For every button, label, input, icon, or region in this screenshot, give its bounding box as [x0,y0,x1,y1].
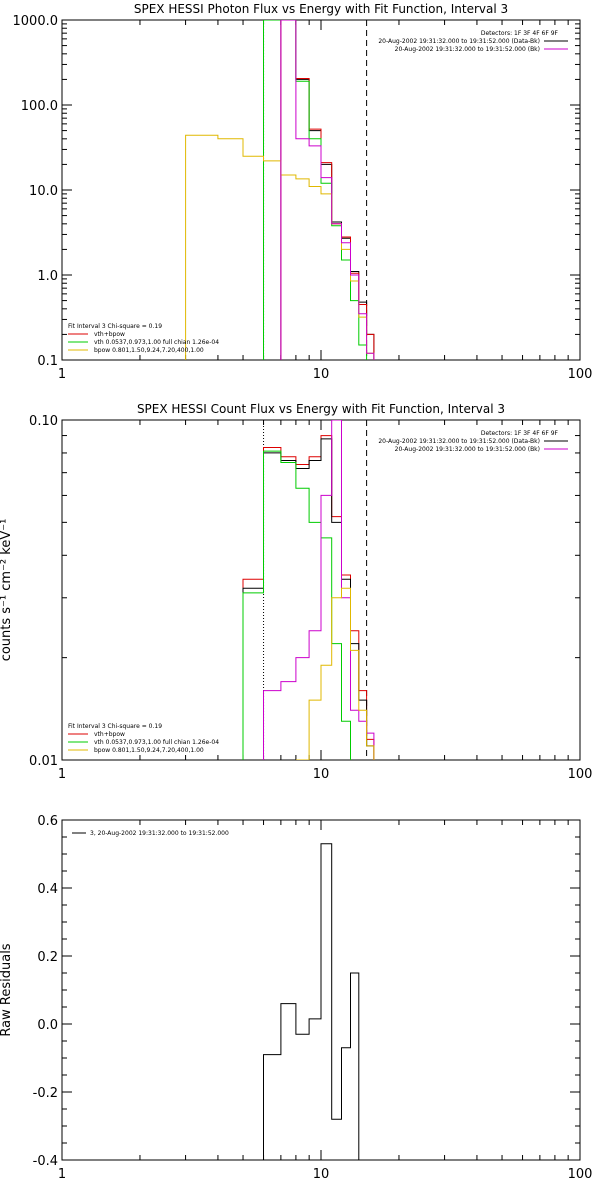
x-tick-label: 1 [58,767,66,782]
series-bpow-line [295,587,375,760]
y-tick-label: -0.2 [33,1086,58,1101]
y-tick-label: -0.4 [33,1154,58,1169]
chart-panel-2: SPEX HESSI Count Flux vs Energy with Fit… [0,402,592,782]
series-bpow-line [185,134,375,360]
series-vth-line [242,450,351,760]
bk-interval-label: 20-Aug-2002 19:31:32.000 to 19:31:52.000… [395,46,540,53]
series-model-line [242,435,375,760]
detectors-label: Detectors: 1F 3F 4F 6F 9F [481,430,559,437]
y-tick-label: 0.1 [37,354,58,369]
x-tick-label: 1 [58,367,66,382]
x-tick-label: 1 [58,1167,66,1182]
y-tick-label: 0.10 [29,414,58,429]
fit-interval-label: Fit Interval 3 Chi-square = 0.19 [68,723,162,730]
legend-entry: vth 0.0537,0.973,1.00 full chian 1.26e-0… [94,339,219,346]
series-data-line [263,843,360,1160]
y-tick-label: 0.0 [37,1018,58,1033]
y-tick-label: 10.0 [29,184,58,199]
x-tick-label: 10 [313,367,330,382]
chart-title: SPEX HESSI Photon Flux vs Energy with Fi… [134,2,508,16]
bk-interval-label: 20-Aug-2002 19:31:32.000 to 19:31:52.000… [395,446,540,453]
series-model-line [280,20,375,360]
legend-entry: vth+bpow [94,731,125,738]
plot-data [263,843,360,1160]
x-tick-label: 100 [568,767,593,782]
x-tick-label: 10 [313,1167,330,1182]
fit-interval-label: Fit Interval 3 Chi-square = 0.19 [68,323,162,330]
legend-entry: vth+bpow [94,331,125,338]
y-tick-label: 0.2 [37,950,58,965]
legend-entry: vth 0.0537,0.973,1.00 full chian 1.26e-0… [94,739,219,746]
data-interval-label: 20-Aug-2002 19:31:32.000 to 19:31:52.000… [378,38,540,45]
x-tick-label: 100 [568,367,593,382]
x-tick-label: 100 [568,1167,593,1182]
x-tick-label: 10 [313,767,330,782]
plot-data [242,420,375,760]
legend-entry: bpow 0.801,1.50,9.24,7.20,400,1.00 [94,747,204,754]
y-axis-label: counts s⁻¹ cm⁻² keV⁻¹ [0,519,14,662]
y-tick-label: 0.6 [37,814,58,829]
y-tick-label: 0.01 [29,754,58,769]
y-tick-label: 1000.0 [13,14,59,29]
series-data-line [280,20,375,360]
legend-entry: 3, 20-Aug-2002 19:31:32.000 to 19:31:52.… [90,830,229,837]
y-axis-label: Raw Residuals [0,943,14,1036]
y-tick-label: 100.0 [21,99,58,114]
legend-entry: bpow 0.801,1.50,9.24,7.20,400,1.00 [94,347,204,354]
series-int-line [263,420,375,760]
series-int-line [280,20,375,360]
series-vth-line [263,20,368,360]
y-tick-label: 1.0 [37,269,58,284]
chart-title: SPEX HESSI Count Flux vs Energy with Fit… [137,402,505,416]
plot-data [185,20,375,360]
y-tick-label: 0.4 [37,882,58,897]
chart-panel-1: SPEX HESSI Photon Flux vs Energy with Fi… [13,2,593,382]
chart-panel-3: 1 10 100 -0.4 -0.2 0.0 0.2 0.4 0.6 Raw Residuals 3… [0,814,592,1182]
data-interval-label: 20-Aug-2002 19:31:32.000 to 19:31:52.000… [378,438,540,445]
detectors-label: Detectors: 1F 3F 4F 6F 9F [481,30,559,37]
series-data-line [242,438,375,760]
